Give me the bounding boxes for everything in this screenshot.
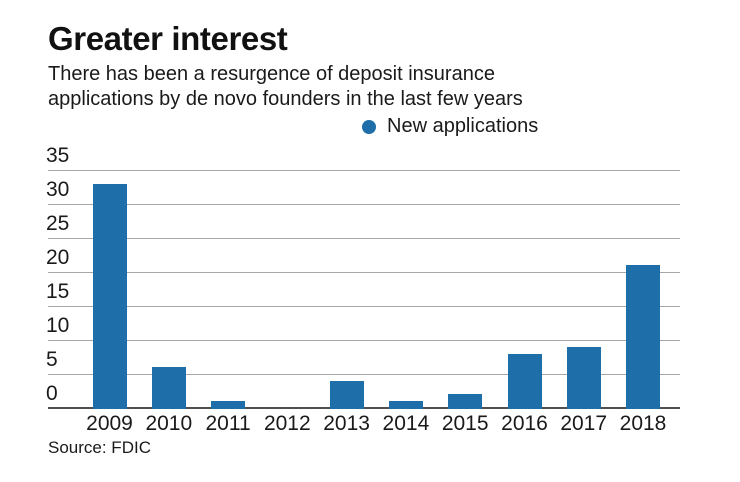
y-tick-label-35: 35 [46, 144, 70, 167]
y-tick-label-0: 0 [46, 382, 58, 405]
y-tick-label-25: 25 [46, 212, 70, 235]
x-tick-label-2017: 2017 [560, 412, 608, 435]
y-tick-label-15: 15 [46, 280, 70, 303]
y-tick-label-30: 30 [46, 178, 70, 201]
chart-title: Greater interest [48, 20, 288, 57]
x-tick-label-2018: 2018 [619, 412, 667, 435]
chart-subtitle-line1: There has been a resurgence of deposit i… [48, 63, 495, 85]
gridline-y20 [48, 272, 680, 273]
x-tick-label-2010: 2010 [145, 412, 193, 435]
bar-2010 [151, 367, 186, 409]
x-tick-label-2012: 2012 [263, 412, 311, 435]
chart-subtitle-line2: applications by de novo founders in the … [48, 88, 523, 110]
gridline-y30 [48, 204, 680, 205]
bar-2016 [507, 353, 542, 409]
x-tick-label-2015: 2015 [441, 412, 489, 435]
legend-marker-icon [362, 119, 376, 134]
gridline-y25 [48, 238, 680, 239]
bar-2017 [566, 346, 601, 409]
x-tick-label-2011: 2011 [205, 412, 251, 435]
y-tick-label-10: 10 [46, 314, 70, 337]
legend-label: New applications [387, 115, 539, 137]
bar-2018 [626, 265, 660, 409]
bar-2011 [211, 401, 246, 409]
legend: New applications [362, 115, 538, 138]
gridline-y10 [48, 340, 680, 341]
x-tick-label-2016: 2016 [501, 412, 548, 435]
x-tick-label-2009: 2009 [86, 412, 133, 435]
y-tick-label-20: 20 [46, 246, 70, 269]
x-tick-label-2013: 2013 [323, 412, 370, 435]
bar-2014 [388, 401, 423, 409]
x-axis-line [48, 407, 680, 409]
chart-subtitle: There has been a resurgence of deposit i… [48, 62, 523, 112]
gridline-y15 [48, 306, 680, 307]
y-tick-label-5: 5 [46, 348, 58, 371]
gridline-y35 [48, 170, 680, 171]
bar-2013 [329, 380, 364, 409]
bar-2015 [448, 394, 483, 409]
x-tick-label-2014: 2014 [382, 412, 430, 435]
bar-2009 [92, 183, 127, 409]
gridline-y5 [48, 374, 680, 375]
source-note: Source: FDIC [48, 438, 151, 457]
